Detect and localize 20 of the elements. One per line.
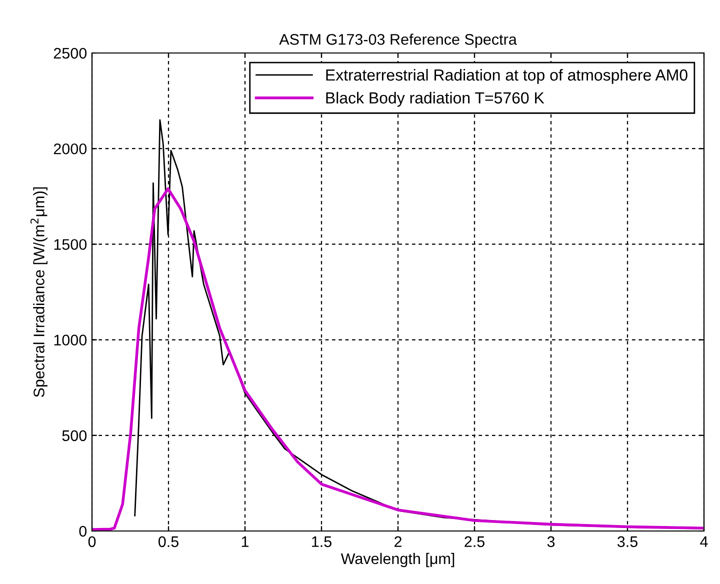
x-tick-label: 1.5 [312, 536, 332, 548]
x-tick-label: 0.5 [158, 536, 178, 548]
x-tick-label: 3.5 [617, 536, 638, 548]
x-axis-title: Wavelength [μm] [340, 552, 454, 568]
x-tick-label: 3 [547, 536, 555, 548]
y-tick-label: 2500 [54, 48, 87, 59]
y-tick-label: 2000 [54, 143, 87, 154]
y-axis-title: Spectral Irradiance [W/(m$^{2}$μm)] [30, 187, 48, 398]
chart-title: ASTM G173-03 Reference Spectra [279, 34, 517, 48]
x-tick-label: 2 [394, 536, 402, 547]
x-tick-label: 1 [242, 536, 249, 547]
y-tick-label: 1000 [54, 334, 87, 346]
x-tick-label: 0 [88, 536, 96, 548]
y-tick-label: 1500 [54, 239, 87, 250]
legend-label: Black Body radiation T=5760 K [326, 92, 544, 107]
y-tick-label: 500 [62, 430, 87, 442]
legend-label: Extraterrestrial Radiation at top of atmosphere AM0 [326, 68, 688, 84]
x-tick-label: 2.5 [464, 536, 484, 548]
y-tick-label: 0 [79, 526, 87, 537]
x-tick-label: 4 [700, 536, 708, 547]
